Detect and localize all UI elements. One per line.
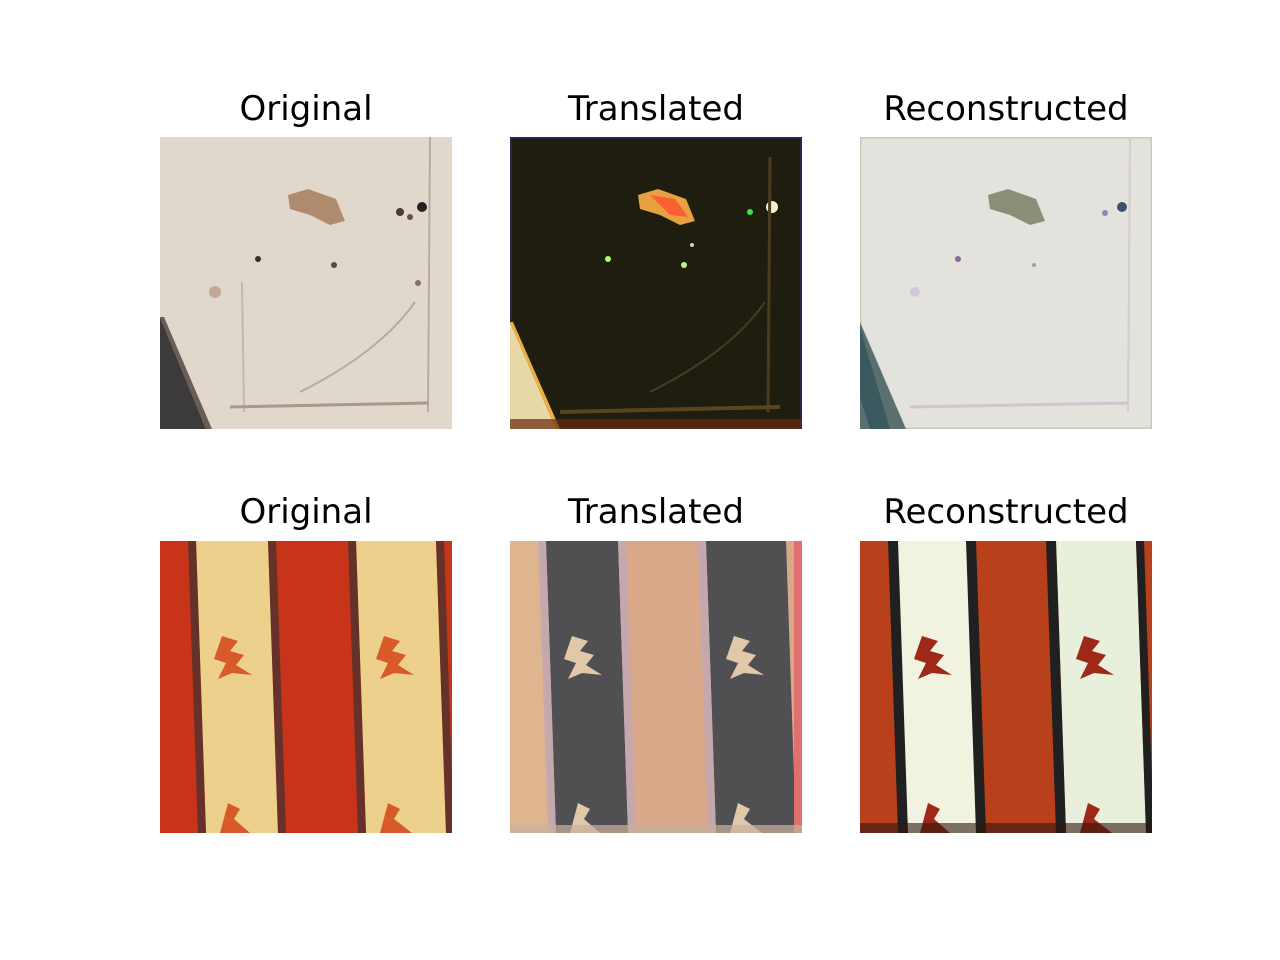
panel-title-r2-original: Original (239, 492, 373, 532)
striped-fabric-translated (510, 541, 802, 833)
image-r1-translated (510, 137, 802, 429)
image-r2-reconstructed (860, 541, 1152, 833)
stained-surface-original (160, 137, 452, 429)
image-r1-original (160, 137, 452, 429)
image-r2-original (160, 541, 452, 833)
stained-surface-translated (510, 137, 802, 429)
panel-title-r1-original: Original (239, 89, 373, 129)
panel-title-r2-translated: Translated (568, 492, 744, 532)
panel-title-r2-reconstructed: Reconstructed (883, 492, 1129, 532)
image-r2-translated (510, 541, 802, 833)
panel-title-r1-reconstructed: Reconstructed (883, 89, 1129, 129)
panel-title-r1-translated: Translated (568, 89, 744, 129)
striped-fabric-reconstructed (860, 541, 1152, 833)
image-r1-reconstructed (860, 137, 1152, 429)
striped-fabric-original (160, 541, 452, 833)
stained-surface-reconstructed (860, 137, 1152, 429)
